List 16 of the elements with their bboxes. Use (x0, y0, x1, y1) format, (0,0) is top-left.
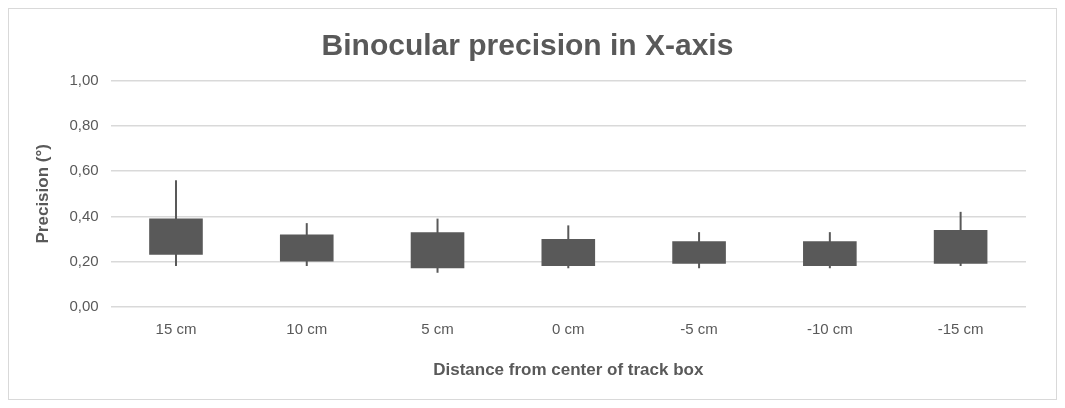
y-tick-label: 0,20 (69, 251, 99, 269)
y-axis-title: Precision (°) (32, 144, 52, 244)
x-tick-label: -15 cm (937, 319, 984, 337)
y-tick-label: 1,00 (69, 71, 99, 89)
x-tick-label: 10 cm (286, 319, 328, 337)
y-tick-label: 0,80 (69, 116, 99, 134)
x-axis-title: Distance from center of track box (433, 360, 704, 380)
x-tick-label: 15 cm (155, 319, 197, 337)
y-tick-label: 0,60 (69, 161, 99, 179)
x-tick-label: 0 cm (552, 319, 585, 337)
x-tick-label: -10 cm (806, 319, 853, 337)
x-tick-label: -5 cm (680, 319, 718, 337)
x-tick-label: 5 cm (421, 319, 454, 337)
chart-title: Binocular precision in X-axis (321, 28, 734, 62)
y-tick-label: 0,40 (69, 206, 99, 224)
y-tick-label: 0,00 (69, 296, 99, 314)
